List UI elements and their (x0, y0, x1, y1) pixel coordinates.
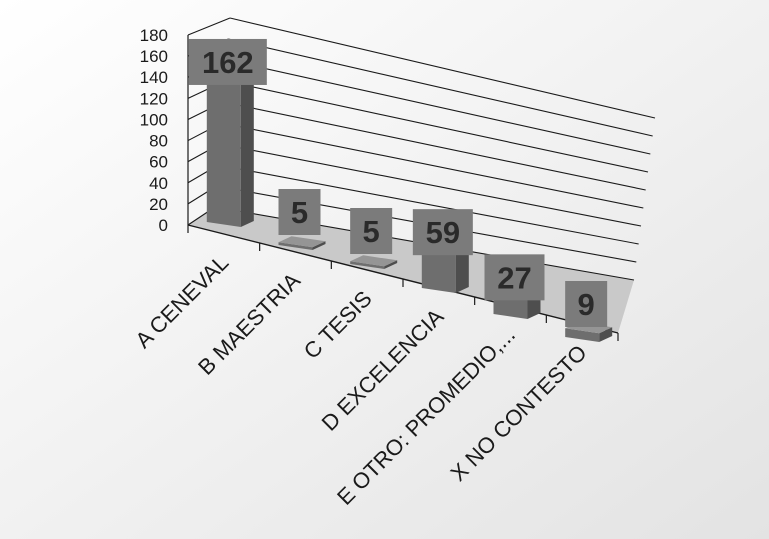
bar: 5 (278, 189, 326, 250)
y-tick-label: 60 (149, 153, 168, 172)
bar-front (206, 73, 241, 227)
y-tick-label: 80 (149, 132, 168, 151)
data-label: 5 (363, 214, 380, 249)
gridline (224, 80, 649, 173)
y-tick-label: 180 (140, 26, 168, 45)
y-tick-label: 20 (149, 195, 168, 214)
bar-side (599, 327, 613, 342)
data-label: 27 (497, 260, 531, 295)
gridline (219, 143, 642, 227)
bar-top (350, 255, 398, 267)
gridline (228, 38, 653, 137)
gridline (223, 101, 646, 191)
gridline (226, 59, 651, 155)
gridline (229, 17, 656, 119)
y-tick-label: 0 (159, 216, 168, 235)
data-label: 59 (426, 215, 460, 250)
data-label: 5 (291, 195, 308, 230)
data-label: 162 (202, 45, 254, 80)
y-tick-label: 140 (140, 68, 168, 87)
gridline (218, 164, 639, 245)
axis-lines (187, 35, 619, 341)
bar-front (350, 261, 385, 269)
bar: 162 (188, 38, 267, 227)
gridline (221, 122, 644, 209)
y-tick-labels: 0 20 40 60 80 100 120 140 160 180 (140, 26, 168, 235)
bar: 5 (350, 208, 398, 269)
bar-front (278, 242, 313, 250)
data-label-box (278, 189, 321, 235)
data-label-box (565, 281, 608, 327)
data-label-box (484, 254, 545, 301)
bar-front (565, 328, 600, 342)
data-label-box (350, 208, 393, 254)
bar-side (384, 260, 398, 269)
y-tick-label: 100 (140, 110, 168, 129)
y-tick-label: 40 (149, 174, 168, 193)
bar-side (240, 72, 254, 227)
data-label-box (412, 209, 473, 256)
bar-top (278, 236, 326, 248)
bar: 59 (412, 209, 473, 293)
bar-front (421, 243, 456, 293)
y-tick-label: 160 (140, 47, 168, 66)
bar: 9 (565, 281, 613, 342)
data-label: 9 (578, 287, 595, 322)
y-tick-label: 120 (140, 89, 168, 108)
bar-side (312, 241, 326, 250)
data-label-box (188, 38, 267, 85)
bars: 162 5 5 59 27 9 (188, 38, 613, 342)
bar: 27 (484, 254, 545, 319)
side-gridline (187, 17, 231, 36)
